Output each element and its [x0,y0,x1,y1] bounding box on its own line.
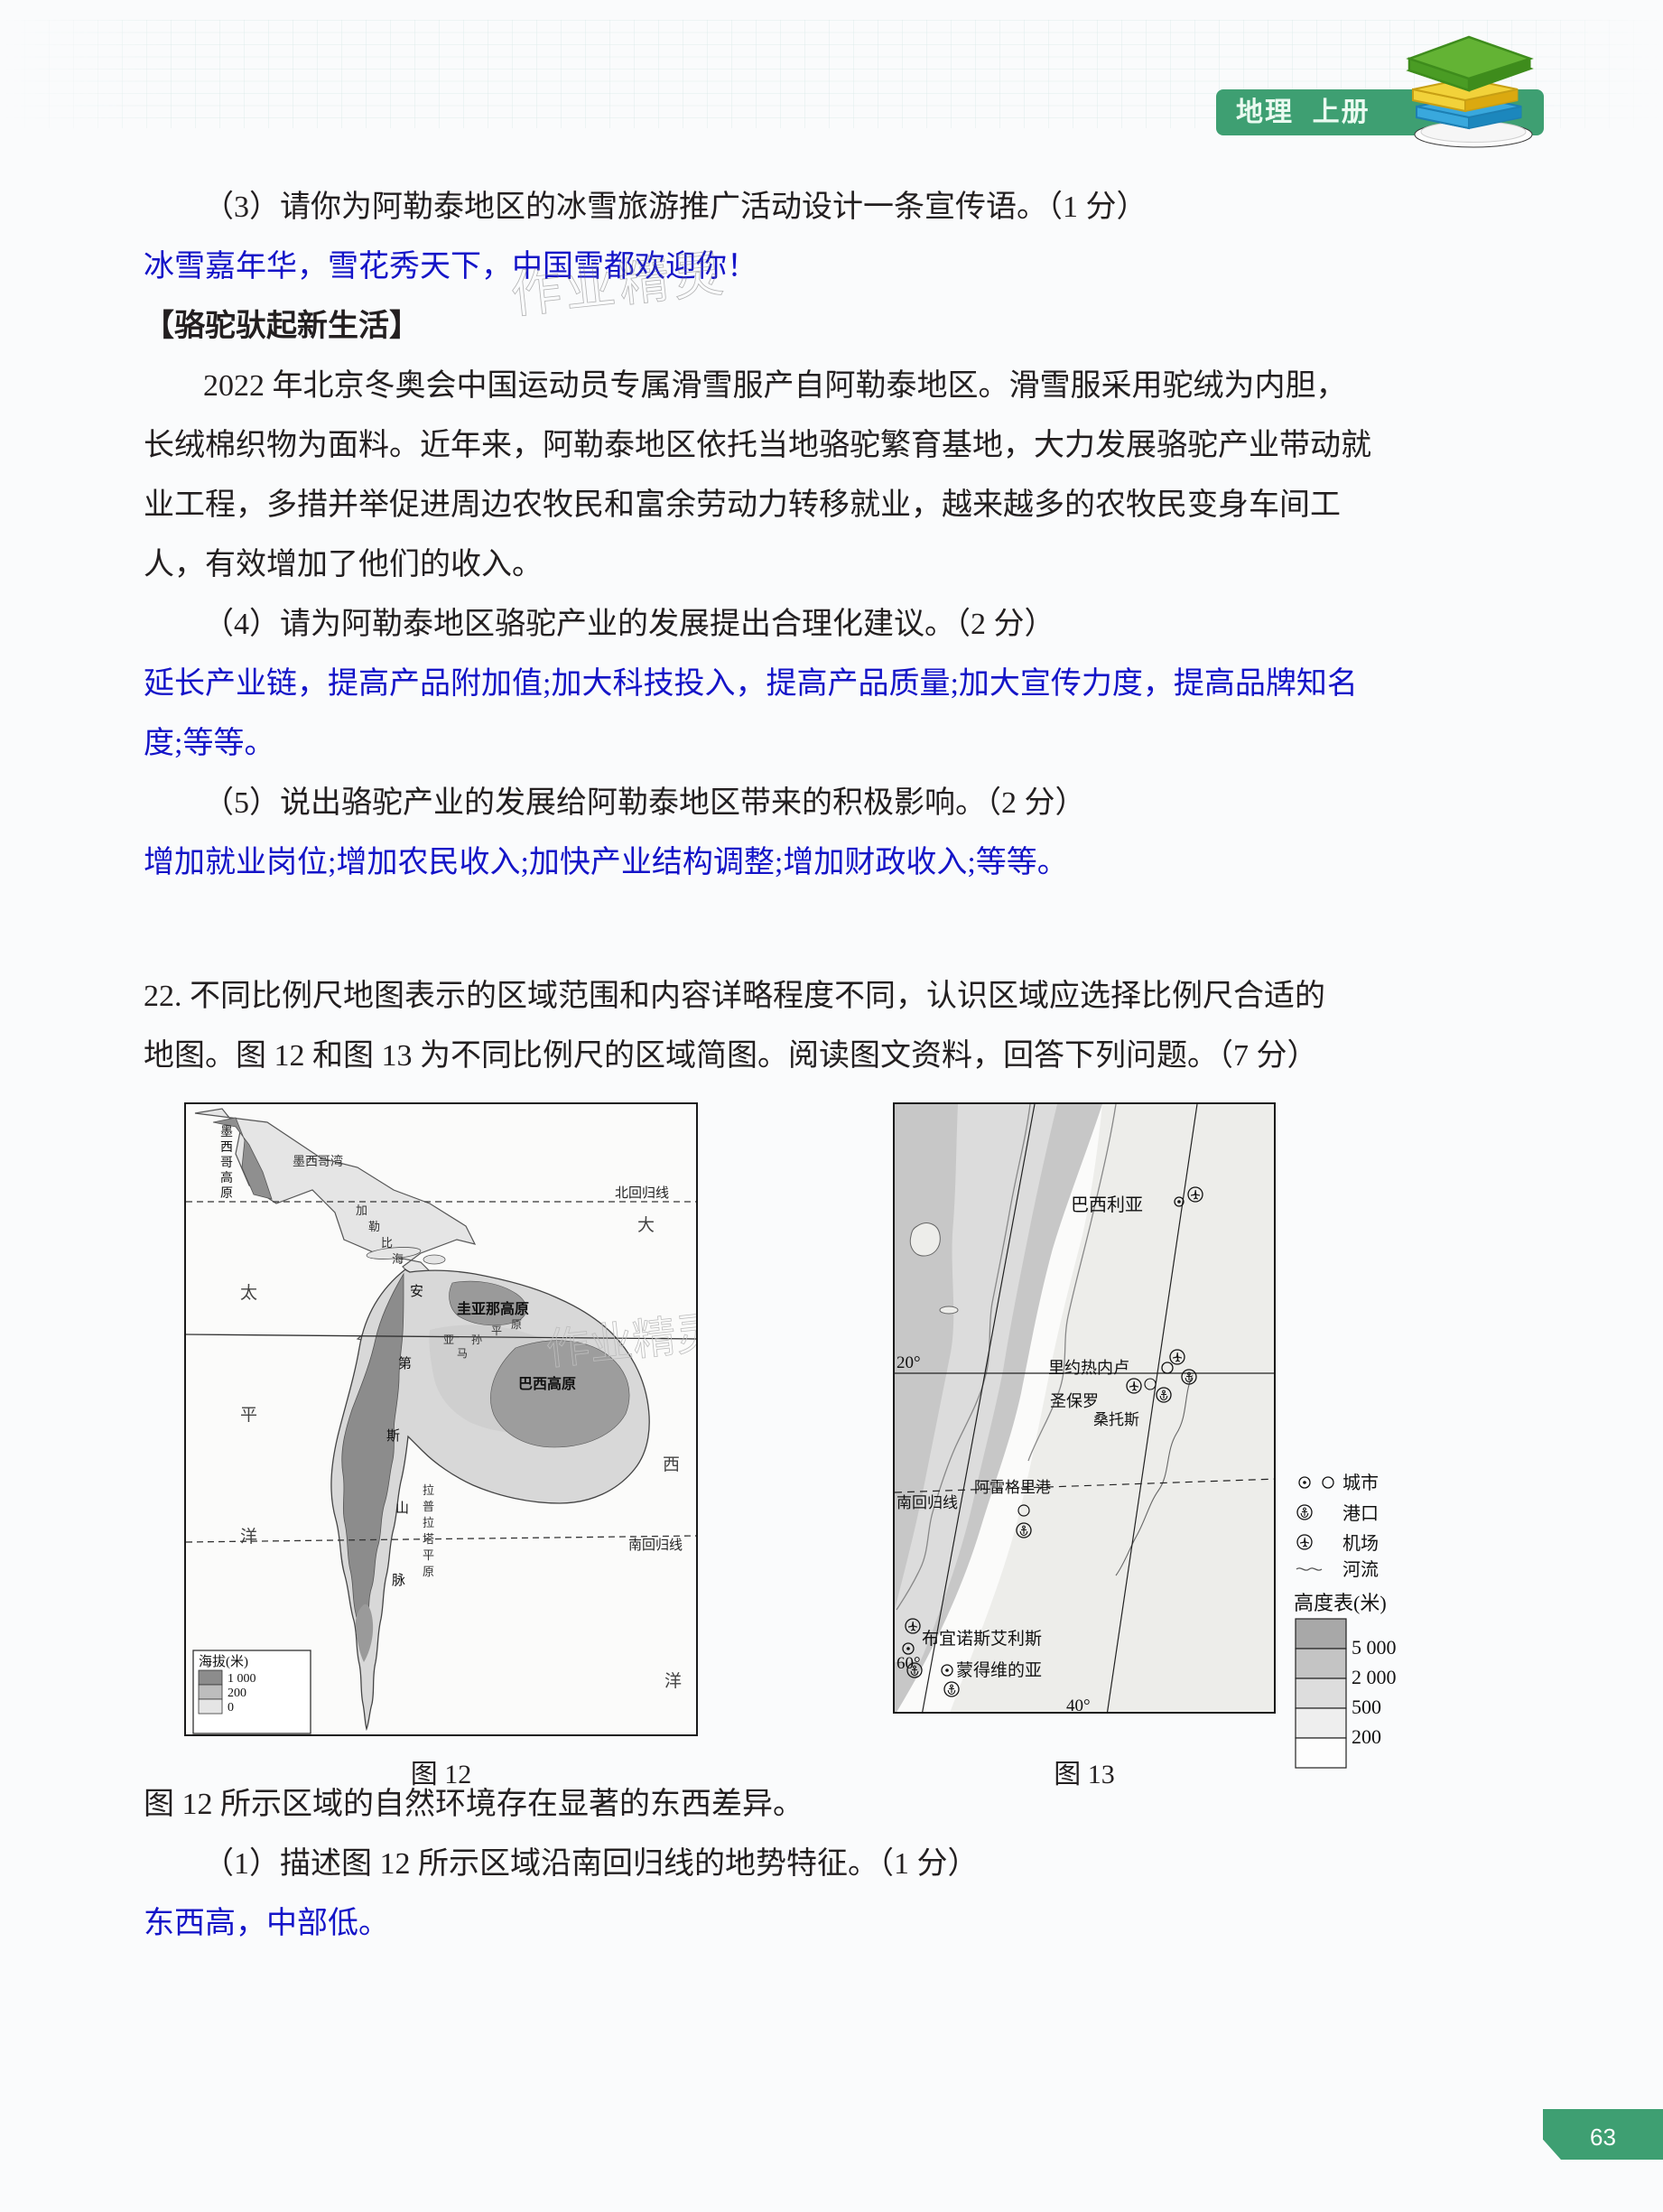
svg-text:机场: 机场 [1342,1533,1379,1554]
svg-text:圭亚那高原: 圭亚那高原 [457,1300,529,1317]
svg-text:海拔(米): 海拔(米) [199,1654,248,1669]
svg-text:普: 普 [423,1500,434,1513]
svg-text:洋: 洋 [240,1527,257,1547]
svg-text:原: 原 [511,1318,522,1331]
svg-text:斯: 斯 [386,1428,400,1444]
svg-text:蒙得维的亚: 蒙得维的亚 [956,1660,1042,1680]
svg-text:北回归线: 北回归线 [615,1185,669,1201]
svg-text:第: 第 [398,1355,412,1371]
svg-text:平: 平 [491,1324,502,1337]
svg-text:1 000: 1 000 [228,1672,256,1686]
svg-text:200: 200 [1352,1725,1381,1748]
svg-text:200: 200 [228,1687,246,1700]
svg-text:墨西哥湾: 墨西哥湾 [293,1154,343,1169]
svg-text:巴西利亚: 巴西利亚 [1071,1194,1143,1215]
svg-text:太: 太 [240,1283,257,1303]
svg-text:拉: 拉 [423,1516,434,1529]
svg-text:原: 原 [220,1187,233,1201]
svg-text:西: 西 [220,1141,233,1155]
svg-text:安: 安 [410,1284,423,1299]
svg-text:500: 500 [1352,1696,1381,1718]
svg-text:原: 原 [423,1565,434,1578]
svg-text:桑托斯: 桑托斯 [1093,1411,1139,1428]
svg-text:南回归线: 南回归线 [897,1494,958,1511]
svg-text:20°: 20° [897,1353,921,1372]
svg-text:港口: 港口 [1342,1503,1379,1524]
svg-text:加: 加 [356,1204,367,1217]
svg-text:高度表(米): 高度表(米) [1294,1592,1387,1614]
svg-text:拉: 拉 [423,1483,434,1497]
svg-text:高: 高 [220,1170,233,1185]
svg-text:0: 0 [228,1701,234,1715]
svg-text:巴西高原: 巴西高原 [518,1375,576,1392]
svg-text:河流: 河流 [1342,1559,1379,1580]
svg-text:布宜诺斯艾利斯: 布宜诺斯艾利斯 [922,1629,1042,1649]
svg-text:塔: 塔 [423,1532,434,1546]
svg-text:西: 西 [663,1455,680,1474]
svg-text:海: 海 [392,1252,404,1266]
svg-text:孙: 孙 [471,1334,482,1346]
svg-text:马: 马 [457,1347,468,1360]
svg-text:洋: 洋 [664,1671,682,1691]
svg-text:亚: 亚 [443,1334,454,1346]
svg-text:城市: 城市 [1342,1473,1379,1493]
svg-text:山: 山 [395,1501,409,1516]
svg-text:比: 比 [381,1236,393,1250]
svg-text:圣保罗: 圣保罗 [1050,1392,1099,1410]
svg-text:勒: 勒 [368,1220,380,1233]
svg-text:40°: 40° [1066,1696,1091,1714]
svg-text:哥: 哥 [220,1157,233,1170]
svg-text:大: 大 [637,1215,655,1235]
svg-text:2 000: 2 000 [1352,1666,1397,1688]
svg-text:南回归线: 南回归线 [628,1538,683,1553]
svg-text:里约热内卢: 里约热内卢 [1048,1359,1129,1377]
svg-text:墨: 墨 [220,1126,233,1139]
svg-text:脉: 脉 [392,1573,405,1588]
svg-text:平: 平 [240,1406,257,1425]
svg-text:5 000: 5 000 [1352,1636,1397,1659]
svg-text:平: 平 [423,1548,434,1562]
svg-text:阿雷格里港: 阿雷格里港 [974,1479,1051,1496]
